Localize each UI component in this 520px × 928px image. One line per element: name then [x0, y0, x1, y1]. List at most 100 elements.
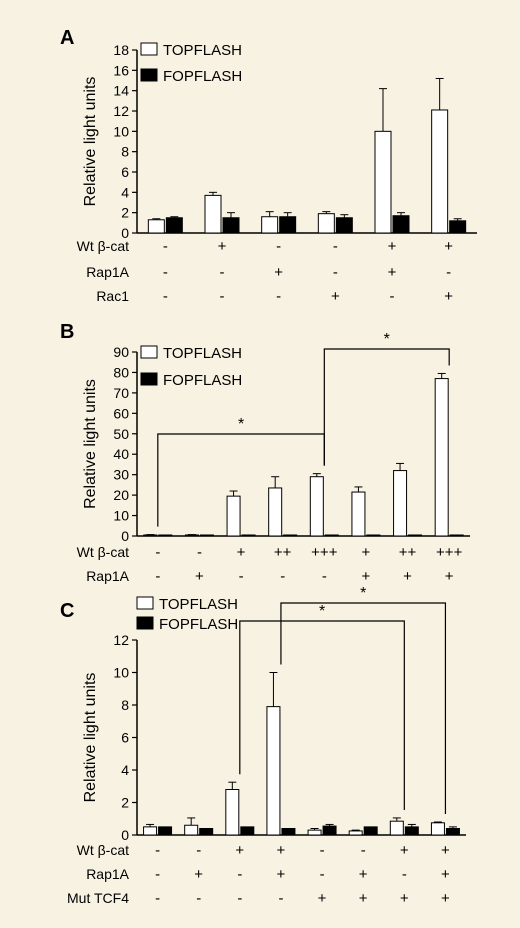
- legend-label-topflash: TOPFLASH: [159, 596, 238, 613]
- condition-sign: +: [444, 238, 453, 255]
- y-axis-title: Relative light units: [82, 379, 99, 509]
- bar-fopflash: [392, 215, 410, 234]
- condition-sign: -: [196, 842, 201, 859]
- panel-c: C 0 2 4 6 8 10 12 Relative light units TOPFLASH FO…: [60, 585, 466, 907]
- legend-label-fopflash: FOPFLASH: [163, 372, 242, 389]
- bar-fopflash: [445, 828, 460, 836]
- condition-sign: +: [388, 238, 397, 255]
- bar-topflash: [225, 789, 240, 836]
- condition-sign: +: [277, 842, 286, 859]
- y-tick-label: 0: [121, 827, 129, 843]
- condition-sign: +: [359, 890, 368, 907]
- condition-sign: -: [320, 866, 325, 883]
- bar-topflash: [143, 534, 158, 537]
- condition-sign: -: [278, 890, 283, 907]
- condition-sign: +: [359, 866, 368, 883]
- condition-row-label: Rap1A: [86, 866, 129, 882]
- y-tick-label: 6: [121, 730, 129, 746]
- condition-sign: -: [196, 890, 201, 907]
- condition-sign: -: [276, 288, 281, 305]
- panel-letter: A: [60, 27, 74, 49]
- y-tick-label: 8: [121, 697, 129, 713]
- panel-letter: B: [60, 321, 74, 343]
- significance-bracket: [157, 433, 325, 527]
- panel-b: B 0 10 20 30 40 50 60 70 80 90 Relative light units…: [60, 321, 470, 585]
- y-tick-label: 10: [113, 665, 129, 681]
- y-tick-label: 90: [113, 344, 129, 360]
- bar-topflash: [268, 487, 283, 537]
- y-tick-label: 12: [113, 632, 129, 648]
- y-axis-title: Relative light units: [82, 77, 99, 207]
- legend-swatch-topflash: [136, 596, 154, 610]
- bar-fopflash: [241, 534, 256, 537]
- bar-topflash: [374, 130, 392, 234]
- condition-sign: +++: [311, 544, 338, 561]
- y-tick-label: 2: [121, 795, 129, 811]
- bar-fopflash: [158, 826, 173, 836]
- bar-fopflash: [199, 534, 214, 537]
- condition-sign: +: [195, 568, 204, 585]
- bar-topflash: [434, 378, 449, 537]
- condition-sign: +: [194, 866, 203, 883]
- condition-row-label: Wt β-cat: [77, 842, 129, 858]
- legend-swatch-fopflash: [140, 372, 158, 386]
- condition-sign: -: [155, 568, 160, 585]
- bar-topflash: [389, 820, 404, 836]
- condition-sign: -: [155, 842, 160, 859]
- bar-topflash: [184, 534, 199, 537]
- bar-topflash: [430, 822, 445, 836]
- bar-topflash: [431, 109, 449, 234]
- condition-sign: -: [163, 288, 168, 305]
- bar-fopflash: [366, 534, 381, 537]
- bar-fopflash: [449, 220, 467, 234]
- condition-sign: -: [237, 866, 242, 883]
- condition-sign: +: [444, 288, 453, 305]
- bar-fopflash: [279, 216, 297, 234]
- condition-sign: +: [237, 544, 246, 561]
- condition-sign: -: [333, 264, 338, 281]
- condition-sign: -: [155, 866, 160, 883]
- y-tick-label: 10: [113, 123, 129, 139]
- y-tick-label: 4: [121, 762, 129, 778]
- bar-topflash: [143, 826, 158, 836]
- condition-sign: -: [333, 238, 338, 255]
- condition-sign: +: [362, 568, 371, 585]
- bar-fopflash: [158, 534, 173, 537]
- bar-fopflash: [404, 826, 419, 836]
- condition-sign: +: [274, 264, 283, 281]
- panel-letter: C: [60, 600, 74, 622]
- bar-fopflash: [363, 826, 378, 836]
- y-tick-label: 4: [121, 184, 129, 200]
- bar-fopflash: [281, 828, 296, 836]
- legend-swatch-topflash: [140, 42, 158, 56]
- significance-star: *: [384, 331, 390, 348]
- bar-fopflash: [222, 217, 240, 234]
- condition-sign: -: [163, 264, 168, 281]
- condition-sign: -: [322, 568, 327, 585]
- condition-sign: -: [239, 568, 244, 585]
- bar-topflash: [307, 829, 322, 836]
- condition-row-label: Rap1A: [86, 264, 129, 280]
- condition-sign: +: [277, 866, 286, 883]
- y-tick-label: 12: [113, 103, 129, 119]
- y-tick-label: 0: [121, 225, 129, 241]
- legend-label-fopflash: FOPFLASH: [159, 616, 238, 633]
- bar-topflash: [393, 470, 408, 537]
- bar-topflash: [266, 706, 281, 836]
- legend-label-topflash: TOPFLASH: [163, 345, 242, 362]
- legend-swatch-fopflash: [140, 68, 158, 82]
- significance-bracket: [239, 620, 405, 810]
- condition-sign: +: [400, 842, 409, 859]
- condition-sign: +: [400, 890, 409, 907]
- significance-star: *: [319, 603, 325, 620]
- bar-topflash: [261, 216, 279, 234]
- bar-fopflash: [324, 534, 339, 537]
- bar-fopflash: [165, 217, 183, 234]
- y-tick-label: 6: [121, 164, 129, 180]
- y-tick-label: 50: [113, 426, 129, 442]
- bar-fopflash: [449, 534, 464, 537]
- bar-topflash: [348, 830, 363, 836]
- condition-sign: +: [388, 264, 397, 281]
- condition-sign: -: [220, 264, 225, 281]
